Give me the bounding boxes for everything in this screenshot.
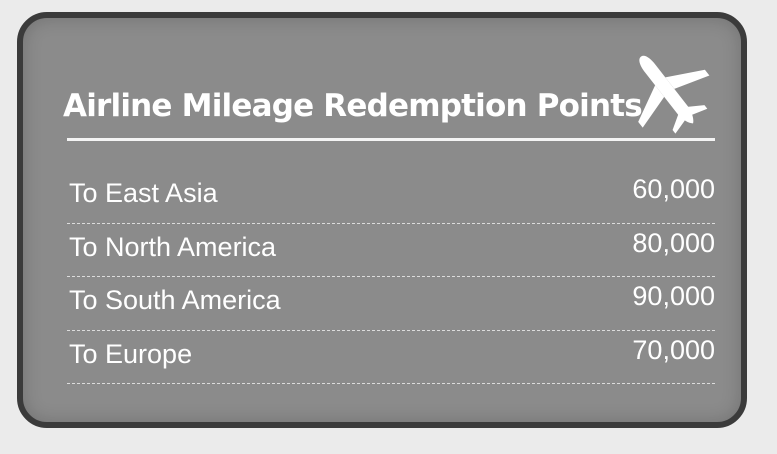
destination-label: To East Asia: [69, 178, 218, 208]
points-value: 60,000: [632, 174, 715, 204]
airplane-icon: [638, 55, 710, 134]
points-value: 70,000: [632, 334, 715, 365]
destination-label: To South America: [69, 285, 281, 315]
redemption-table: To East Asia 60,000 To North America 80,…: [67, 170, 715, 384]
points-value: 90,000: [632, 281, 715, 311]
title-divider: [67, 138, 715, 141]
destination-label: To Europe: [69, 338, 193, 369]
table-row: To North America 80,000: [67, 224, 715, 277]
points-value: 80,000: [632, 227, 715, 258]
card-title: Airline Mileage Redemption Points: [63, 88, 643, 124]
table-row: To East Asia 60,000: [67, 170, 715, 224]
destination-label: To North America: [69, 231, 277, 262]
table-row: To South America 90,000: [67, 277, 715, 331]
mileage-card: Airline Mileage Redemption Points To Eas…: [17, 12, 747, 428]
table-row: To Europe 70,000: [67, 331, 715, 384]
